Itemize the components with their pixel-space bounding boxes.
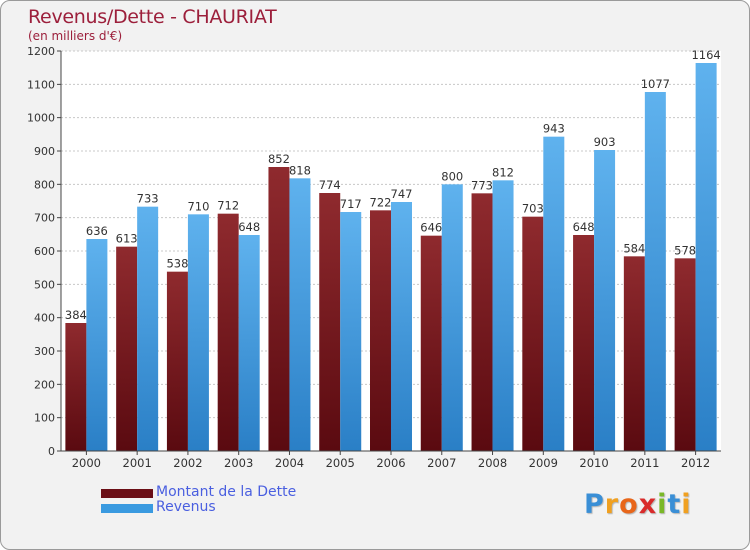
x-tick-label: 2009	[529, 456, 558, 470]
x-tick-label: 2011	[630, 456, 659, 470]
bar-value-label: 384	[65, 308, 87, 322]
bar-revenus	[594, 150, 616, 451]
x-axis: 2000 2001 2002 2003 2004 2005 2006 2007 2008 2009…	[61, 450, 721, 470]
bar-dette	[674, 258, 696, 451]
bar-revenus	[644, 92, 666, 451]
legend-swatch-dette	[101, 489, 153, 498]
x-tick-label: 2012	[681, 456, 710, 470]
bar-value-label: 1077	[641, 77, 670, 91]
logo-letter: r	[604, 489, 620, 520]
y-tick-label: 600	[34, 245, 55, 258]
bar-dette	[268, 167, 290, 451]
bar-value-label: 747	[391, 187, 413, 201]
bar-value-label: 800	[441, 169, 463, 183]
legend-swatch-revenus	[101, 504, 153, 513]
bar-value-label: 852	[268, 152, 290, 166]
legend-label-dette: Montant de la Dette	[156, 484, 297, 500]
y-tick-label: 300	[34, 345, 55, 358]
bar-value-label: 613	[116, 232, 138, 246]
bar-value-label: 717	[340, 197, 362, 211]
bar-dette	[319, 193, 341, 451]
x-tick-label: 2010	[579, 456, 608, 470]
logo-letter: i	[681, 489, 692, 520]
bar-dette	[573, 235, 595, 451]
y-tick-label: 700	[34, 212, 55, 225]
logo-letter: o	[619, 489, 639, 520]
y-tick-label: 1100	[27, 78, 55, 91]
bar-dette	[217, 213, 239, 451]
y-tick-label: 800	[34, 178, 55, 191]
bar-dette	[522, 216, 544, 451]
logo-letter: x	[638, 489, 658, 520]
bar-revenus	[543, 136, 565, 451]
bar-value-label: 648	[238, 220, 260, 234]
bar-dette	[370, 210, 391, 451]
bar-revenus	[187, 214, 209, 451]
bar-revenus	[289, 178, 311, 452]
logo-letter: t	[667, 489, 682, 520]
x-tick-label: 2001	[123, 456, 152, 470]
proxiti-logo: Proxiti	[584, 489, 692, 520]
logo-letter: P	[584, 489, 605, 520]
bar-revenus	[238, 235, 260, 451]
y-tick-label: 200	[34, 378, 55, 391]
y-tick-label: 1200	[27, 45, 55, 58]
x-tick-label: 2000	[72, 456, 101, 470]
bar-value-label: 538	[166, 257, 188, 271]
y-tick-label: 900	[34, 145, 55, 158]
y-axis: 0 100 200 300 400 500 600 700 800 900 1000 1100 1200	[27, 45, 62, 458]
bar-value-label: 812	[492, 165, 514, 179]
bar-dette	[116, 246, 138, 451]
bar-revenus	[86, 239, 108, 451]
bar-dette	[420, 235, 442, 451]
x-tick-label: 2004	[275, 456, 304, 470]
legend-label-revenus: Revenus	[156, 499, 216, 515]
bar-value-label: 903	[594, 135, 616, 149]
y-tick-label: 100	[34, 412, 55, 425]
bar-value-label: 774	[319, 178, 341, 192]
bar-value-label: 646	[420, 221, 442, 235]
bar-revenus	[340, 212, 362, 451]
bar-revenus	[137, 206, 159, 451]
bar-value-label: 648	[573, 220, 595, 234]
bar-value-label: 636	[86, 224, 108, 238]
bar-value-label: 818	[289, 163, 311, 177]
bar-value-label: 710	[187, 199, 209, 213]
bar-revenus	[492, 180, 514, 452]
bar-value-label: 712	[217, 199, 239, 213]
x-tick-label: 2006	[376, 456, 405, 470]
y-tick-label: 1000	[27, 112, 55, 125]
chart-subtitle: (en milliers d'€)	[28, 29, 123, 43]
bar-value-label: 722	[370, 195, 392, 209]
bar-dette	[471, 193, 493, 452]
bar-value-label: 733	[137, 192, 159, 206]
x-tick-label: 2008	[478, 456, 507, 470]
bar-value-label: 578	[674, 243, 696, 257]
bar-value-label: 773	[471, 178, 493, 192]
x-tick-label: 2005	[326, 456, 355, 470]
bar-revenus	[441, 184, 463, 452]
y-tick-label: 0	[48, 445, 55, 458]
y-tick-label: 500	[34, 278, 55, 291]
bar-revenus	[391, 202, 412, 451]
bar-value-label: 943	[543, 122, 565, 136]
x-tick-label: 2003	[224, 456, 253, 470]
bar-dette	[623, 256, 645, 451]
bar-value-label: 584	[623, 241, 645, 255]
bar-dette	[166, 271, 188, 451]
x-tick-label: 2002	[173, 456, 202, 470]
x-tick-label: 2007	[427, 456, 456, 470]
chart-title: Revenus/Dette - CHAURIAT	[28, 6, 277, 28]
bar-value-label: 703	[522, 202, 544, 216]
bar-value-label: 1164	[691, 48, 720, 62]
bars	[65, 63, 717, 452]
bar-revenus	[695, 63, 717, 451]
y-tick-label: 400	[34, 312, 55, 325]
logo-letter: i	[657, 489, 668, 520]
bar-dette	[65, 323, 87, 451]
